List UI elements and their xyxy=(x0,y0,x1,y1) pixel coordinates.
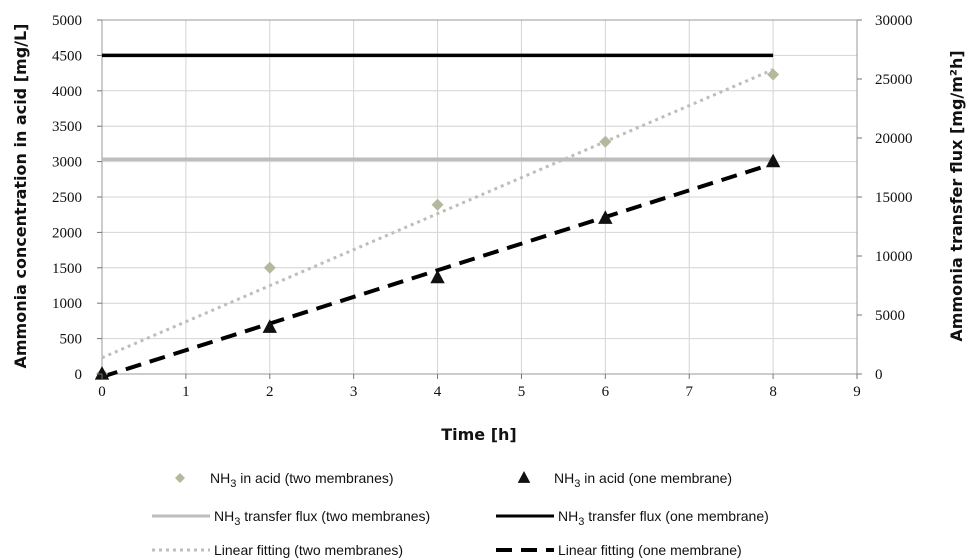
x-tick-label: 0 xyxy=(98,384,106,400)
legend-label-pre: NH xyxy=(558,508,578,524)
x-axis-title: Time [h] xyxy=(441,425,517,444)
y-right-tick-label: 15000 xyxy=(875,190,913,206)
y-left-axis-title: Ammonia concentration in acid [mg/L] xyxy=(11,24,30,369)
legend-label-post: in acid (one membrane) xyxy=(580,470,732,486)
x-tick-label: 2 xyxy=(266,384,274,400)
y-left-tick-label: 5000 xyxy=(52,13,82,29)
data-point-triangle xyxy=(598,210,613,224)
data-point-diamond xyxy=(263,261,276,274)
data-point-diamond xyxy=(599,135,612,148)
grid xyxy=(101,19,858,375)
legend-label-sub: 3 xyxy=(574,478,580,490)
y-left-tick-label: 2000 xyxy=(52,225,82,241)
ticks: 0 1 2 3 4 5 6 7 8 9050010001500200025003000350040… xyxy=(52,13,913,400)
y-left-tick-label: 3500 xyxy=(52,119,82,135)
legend-label-sub: 3 xyxy=(230,478,236,490)
y-left-tick-label: 0 xyxy=(75,367,83,383)
y-left-tick-label: 4500 xyxy=(52,48,82,64)
x-tick-label: 1 xyxy=(182,384,190,400)
legend-label-post: transfer flux (one membrane) xyxy=(584,508,768,524)
legend-label: NH3 transfer flux (two membranes) xyxy=(214,508,430,528)
legend-marker-triangle xyxy=(517,471,531,483)
x-tick-label: 7 xyxy=(685,384,693,400)
y-right-tick-label: 25000 xyxy=(875,72,913,88)
data-point-diamond xyxy=(431,198,444,211)
y-right-axis-title: Ammonia transfer flux [mg/m²h] xyxy=(947,50,966,341)
legend-label: NH3 transfer flux (one membrane) xyxy=(558,508,769,528)
y-right-tick-label: 0 xyxy=(875,367,883,383)
legend-label: NH3 in acid (two membranes) xyxy=(210,470,394,490)
data-point-triangle xyxy=(262,319,277,333)
legend-label-pre: NH xyxy=(210,470,230,486)
y-left-tick-label: 500 xyxy=(60,332,83,348)
y-right-tick-label: 10000 xyxy=(875,249,913,265)
data-point-triangle xyxy=(94,366,110,380)
x-tick-label: 5 xyxy=(518,384,526,400)
y-left-tick-label: 1500 xyxy=(52,261,82,277)
legend-label-pre: NH xyxy=(214,508,234,524)
y-left-tick-label: 4000 xyxy=(52,84,82,100)
x-tick-label: 9 xyxy=(853,384,861,400)
series-line-4 xyxy=(101,68,774,360)
legend: NH3 in acid (two membranes) NH3 in acid (… xyxy=(152,470,769,558)
legend-label-sub: 3 xyxy=(578,516,584,528)
x-tick-label: 3 xyxy=(350,384,358,400)
y-right-tick-label: 30000 xyxy=(875,13,913,29)
legend-label-pre: NH xyxy=(554,470,574,486)
data-point-triangle xyxy=(765,153,781,168)
legend-label: NH3 in acid (one membrane) xyxy=(554,470,732,490)
data-point-diamond xyxy=(767,68,780,81)
series-layer xyxy=(94,53,781,380)
legend-label-post: transfer flux (two membranes) xyxy=(240,508,430,524)
y-right-tick-label: 20000 xyxy=(875,131,913,147)
legend-label: Linear fitting (two membranes) xyxy=(214,542,403,558)
y-left-tick-label: 3000 xyxy=(52,155,82,171)
legend-marker-diamond xyxy=(175,473,185,483)
x-tick-label: 6 xyxy=(602,384,610,400)
y-left-tick-label: 2500 xyxy=(52,190,82,206)
legend-label-post: in acid (two membranes) xyxy=(236,470,393,486)
legend-label: Linear fitting (one membrane) xyxy=(558,542,742,558)
x-tick-label: 8 xyxy=(769,384,777,400)
data-point-triangle xyxy=(430,269,445,284)
legend-label-sub: 3 xyxy=(234,516,240,528)
x-tick-label: 4 xyxy=(434,384,442,400)
y-left-tick-label: 1000 xyxy=(52,296,82,312)
y-right-tick-label: 5000 xyxy=(875,308,905,324)
